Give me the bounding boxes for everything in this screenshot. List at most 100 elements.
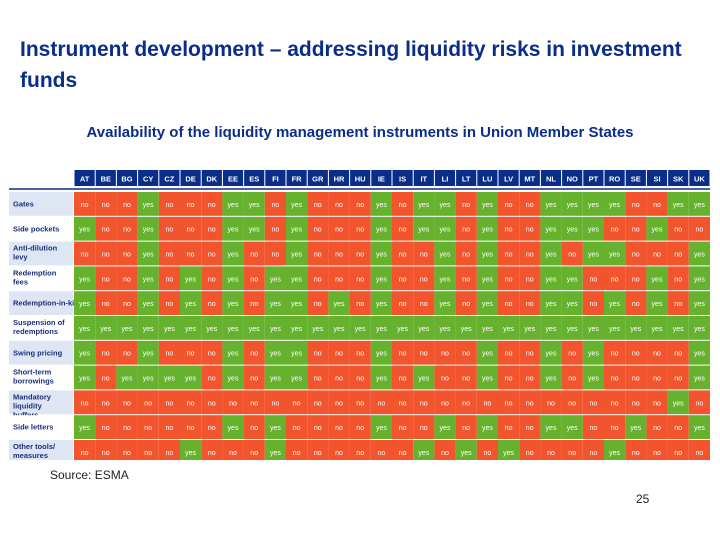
heatmap-cell bbox=[413, 316, 435, 340]
cell-value: no bbox=[102, 276, 110, 283]
heatmap-cell bbox=[392, 415, 414, 439]
heatmap-cell bbox=[646, 340, 668, 365]
heatmap-cell bbox=[137, 192, 159, 216]
cell-value: no bbox=[123, 400, 131, 407]
cell-value: yes bbox=[588, 202, 599, 209]
heatmap-cell bbox=[222, 440, 244, 460]
heatmap-cell bbox=[370, 390, 392, 415]
cell-value: no bbox=[526, 400, 534, 407]
heatmap-cell bbox=[349, 316, 371, 340]
cell-value: yes bbox=[461, 326, 472, 333]
cell-value: yes bbox=[291, 326, 302, 333]
cell-value: yes bbox=[143, 276, 154, 283]
cell-value: no bbox=[611, 276, 619, 283]
heatmap-cell bbox=[434, 440, 456, 460]
heatmap-cell bbox=[604, 241, 626, 266]
cell-value: no bbox=[441, 400, 449, 407]
heatmap-cell bbox=[116, 365, 138, 390]
heatmap-cell bbox=[498, 415, 520, 439]
heatmap-cell bbox=[582, 241, 604, 266]
heatmap-cell bbox=[625, 340, 647, 365]
column-header-cell bbox=[583, 170, 604, 186]
heatmap-cell bbox=[370, 340, 392, 365]
cell-value: no bbox=[399, 202, 407, 209]
heatmap-cell bbox=[434, 415, 456, 439]
heatmap-cell bbox=[498, 440, 520, 460]
heatmap-cell bbox=[476, 216, 498, 241]
cell-value: no bbox=[568, 400, 576, 407]
cell-value: yes bbox=[376, 202, 387, 209]
cell-value: no bbox=[250, 376, 258, 383]
heatmap-cell bbox=[434, 340, 456, 365]
cell-value: yes bbox=[185, 450, 196, 457]
cell-value: no bbox=[314, 276, 322, 283]
heatmap-cell bbox=[688, 415, 710, 439]
cell-value: no bbox=[611, 425, 619, 432]
cell-value: yes bbox=[143, 227, 154, 234]
heatmap-cell bbox=[307, 340, 329, 365]
heatmap-cell bbox=[243, 340, 265, 365]
heatmap-cell bbox=[561, 316, 583, 340]
heatmap-cell bbox=[307, 390, 329, 415]
heatmap-cell bbox=[328, 340, 350, 365]
cell-value: yes bbox=[440, 252, 451, 259]
heatmap-cell bbox=[180, 390, 202, 415]
heatmap-cell bbox=[646, 365, 668, 390]
heatmap-cell bbox=[646, 390, 668, 415]
heatmap-cell bbox=[434, 291, 456, 315]
column-label: FR bbox=[292, 175, 303, 184]
heatmap-cell bbox=[582, 415, 604, 439]
heatmap-cell bbox=[667, 241, 689, 266]
cell-value: yes bbox=[376, 301, 387, 308]
cell-value: yes bbox=[609, 301, 620, 308]
heatmap-cell bbox=[540, 440, 562, 460]
cell-value: no bbox=[568, 252, 576, 259]
heatmap-cell bbox=[370, 415, 392, 439]
heatmap-cell bbox=[158, 266, 180, 291]
cell-value: no bbox=[611, 376, 619, 383]
cell-value: yes bbox=[418, 326, 429, 333]
cell-value: no bbox=[674, 351, 682, 358]
heatmap-cell bbox=[540, 291, 562, 315]
cell-value: no bbox=[229, 450, 237, 457]
heatmap-cell bbox=[95, 241, 117, 266]
heatmap-cell bbox=[604, 365, 626, 390]
column-label: HU bbox=[355, 175, 366, 184]
heatmap-cell bbox=[413, 241, 435, 266]
heatmap-cell bbox=[498, 266, 520, 291]
cell-value: no bbox=[208, 202, 216, 209]
heatmap-cell bbox=[561, 216, 583, 241]
heatmap-cell bbox=[158, 415, 180, 439]
cell-value: yes bbox=[567, 425, 578, 432]
heatmap-cell bbox=[646, 192, 668, 216]
cell-value: yes bbox=[482, 202, 493, 209]
column-header-cell bbox=[456, 170, 477, 186]
heatmap-cell bbox=[582, 340, 604, 365]
cell-value: no bbox=[653, 202, 661, 209]
heatmap-cell bbox=[370, 216, 392, 241]
row-label-cell bbox=[9, 440, 73, 460]
heatmap-cell bbox=[95, 390, 117, 415]
cell-value: yes bbox=[143, 326, 154, 333]
heatmap-cell bbox=[264, 216, 286, 241]
cell-value: no bbox=[590, 425, 598, 432]
column-header-cell bbox=[668, 170, 689, 186]
column-label: RO bbox=[609, 175, 620, 184]
cell-value: no bbox=[81, 400, 89, 407]
heatmap-cell bbox=[667, 192, 689, 216]
heatmap-cell bbox=[582, 216, 604, 241]
cell-value: yes bbox=[122, 326, 133, 333]
cell-value: no bbox=[81, 202, 89, 209]
cell-value: no bbox=[166, 301, 174, 308]
cell-value: no bbox=[123, 450, 131, 457]
heatmap-cell bbox=[476, 291, 498, 315]
heatmap-cell bbox=[476, 241, 498, 266]
cell-value: no bbox=[505, 276, 513, 283]
heatmap-cell bbox=[646, 216, 668, 241]
cell-value: no bbox=[102, 450, 110, 457]
heatmap-cell bbox=[413, 415, 435, 439]
heatmap-cell bbox=[180, 365, 202, 390]
cell-value: no bbox=[250, 301, 258, 308]
heatmap-cell bbox=[561, 340, 583, 365]
heatmap-cell bbox=[328, 365, 350, 390]
